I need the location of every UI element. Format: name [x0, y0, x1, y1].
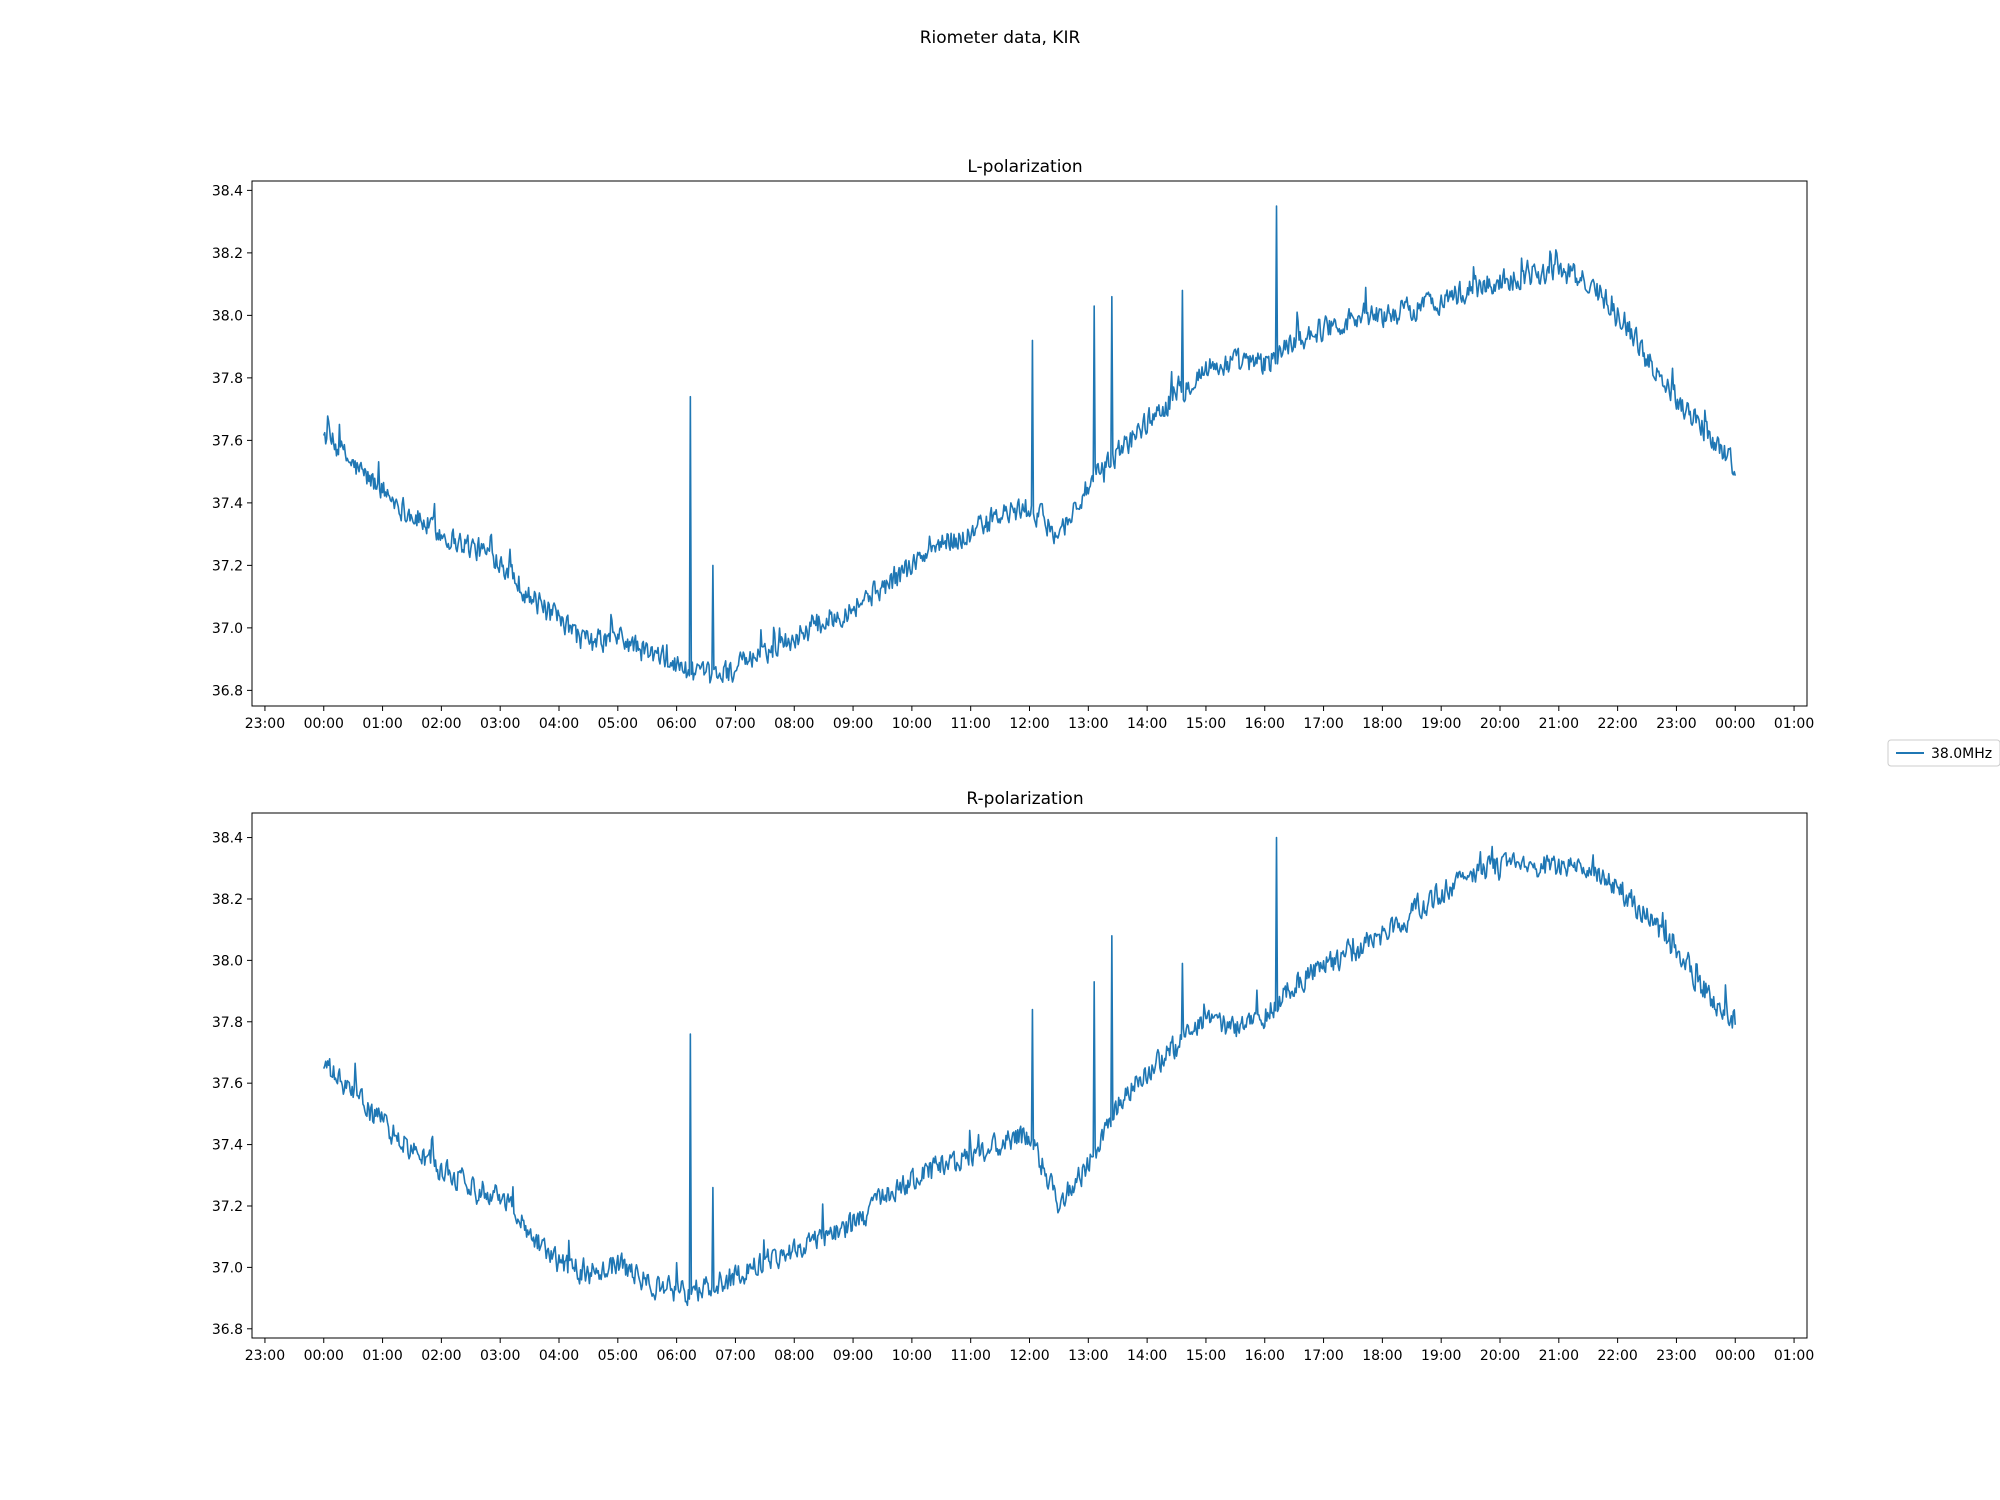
y-tick-label: 38.4: [212, 831, 243, 847]
x-tick-label: 05:00: [598, 716, 638, 732]
y-tick-label: 38.2: [212, 892, 243, 908]
series-line-r-38mhz: [322, 836, 1737, 1307]
x-tick-label: 11:00: [951, 1348, 991, 1364]
x-tick-label: 14:00: [1127, 1348, 1167, 1364]
x-tick-label: 00:00: [1715, 1348, 1755, 1364]
x-tick-label: 00:00: [304, 716, 344, 732]
x-tick-label: 20:00: [1480, 1348, 1520, 1364]
x-tick-label: 17:00: [1303, 1348, 1343, 1364]
x-tick-label: 01:00: [362, 1348, 402, 1364]
figure-title: Riometer data, KIR: [920, 28, 1081, 48]
y-tick-label: 36.8: [212, 1322, 243, 1338]
x-tick-label: 07:00: [715, 1348, 755, 1364]
x-tick-label: 09:00: [833, 1348, 873, 1364]
legend: 38.0MHz: [1887, 739, 2000, 767]
y-tick-label: 37.2: [212, 558, 243, 574]
x-tick-label: 21:00: [1539, 716, 1579, 732]
y-tick-label: 38.2: [212, 246, 243, 262]
y-tick-label: 37.4: [212, 1138, 243, 1154]
y-tick-label: 37.0: [212, 621, 243, 637]
l-polarization-axes: L-polarization 23:00 00:00 01:00 02:00 03:00…: [212, 157, 1814, 732]
x-tick-label: 01:00: [1774, 1348, 1814, 1364]
x-tick-label: 09:00: [833, 716, 873, 732]
x-tick-label: 23:00: [245, 716, 285, 732]
series-line-l-38mhz: [322, 205, 1737, 684]
y-tick-label: 37.8: [212, 1015, 243, 1031]
x-tick-label: 02:00: [421, 716, 461, 732]
x-tick-label: 04:00: [539, 716, 579, 732]
legend-box: [1887, 739, 2000, 767]
x-tick-label: 11:00: [951, 716, 991, 732]
x-tick-label: 17:00: [1303, 716, 1343, 732]
x-tick-label: 04:00: [539, 1348, 579, 1364]
x-tick-label: 18:00: [1362, 716, 1402, 732]
x-tick-label: 06:00: [656, 1348, 696, 1364]
l-polarization-series: [322, 205, 1737, 684]
y-tick-label: 37.4: [212, 496, 243, 512]
x-tick-label: 10:00: [892, 1348, 932, 1364]
x-tick-label: 16:00: [1245, 716, 1285, 732]
y-tick-label: 37.8: [212, 371, 243, 387]
x-tick-label: 14:00: [1127, 716, 1167, 732]
l-polarization-title: L-polarization: [967, 157, 1082, 177]
x-tick-label: 13:00: [1068, 716, 1108, 732]
l-polarization-frame: [251, 180, 1808, 707]
x-tick-label: 12:00: [1009, 716, 1049, 732]
x-tick-label: 19:00: [1421, 716, 1461, 732]
x-tick-label: 23:00: [245, 1348, 285, 1364]
x-tick-label: 19:00: [1421, 1348, 1461, 1364]
x-tick-label: 23:00: [1656, 716, 1696, 732]
r-polarization-axes: R-polarization 23:00 00:00 01:00 02:00 03:00…: [212, 789, 1814, 1364]
r-polarization-title: R-polarization: [966, 789, 1083, 809]
x-tick-label: 13:00: [1068, 1348, 1108, 1364]
r-polarization-frame: [251, 812, 1808, 1339]
x-tick-label: 08:00: [774, 1348, 814, 1364]
x-tick-label: 00:00: [1715, 716, 1755, 732]
x-tick-label: 05:00: [598, 1348, 638, 1364]
x-tick-label: 08:00: [774, 716, 814, 732]
x-tick-label: 20:00: [1480, 716, 1520, 732]
y-tick-label: 37.0: [212, 1260, 243, 1276]
x-tick-label: 22:00: [1597, 1348, 1637, 1364]
x-tick-label: 15:00: [1186, 1348, 1226, 1364]
x-tick-label: 12:00: [1009, 1348, 1049, 1364]
x-tick-label: 16:00: [1245, 1348, 1285, 1364]
l-polarization-ticks: 23:00 00:00 01:00 02:00 03:00 04:00 05:00 06:00…: [212, 183, 1814, 732]
x-tick-label: 23:00: [1656, 1348, 1696, 1364]
x-tick-label: 02:00: [421, 1348, 461, 1364]
x-tick-label: 21:00: [1539, 1348, 1579, 1364]
r-polarization-ticks: 23:00 00:00 01:00 02:00 03:00 04:00 05:00 06:00…: [212, 831, 1814, 1364]
x-tick-label: 03:00: [480, 1348, 520, 1364]
r-polarization-series: [322, 836, 1737, 1307]
x-tick-label: 01:00: [362, 716, 402, 732]
x-tick-label: 00:00: [304, 1348, 344, 1364]
x-tick-label: 03:00: [480, 716, 520, 732]
x-tick-label: 10:00: [892, 716, 932, 732]
y-tick-label: 38.0: [212, 953, 243, 969]
y-tick-label: 38.0: [212, 308, 243, 324]
legend-label: 38.0MHz: [1931, 746, 1992, 762]
x-tick-label: 01:00: [1774, 716, 1814, 732]
y-tick-label: 36.8: [212, 683, 243, 699]
x-tick-label: 15:00: [1186, 716, 1226, 732]
x-tick-label: 07:00: [715, 716, 755, 732]
x-tick-label: 18:00: [1362, 1348, 1402, 1364]
x-tick-label: 22:00: [1597, 716, 1637, 732]
y-tick-label: 37.6: [212, 433, 243, 449]
y-tick-label: 37.6: [212, 1076, 243, 1092]
x-tick-label: 06:00: [656, 716, 696, 732]
y-tick-label: 38.4: [212, 183, 243, 199]
y-tick-label: 37.2: [212, 1199, 243, 1215]
